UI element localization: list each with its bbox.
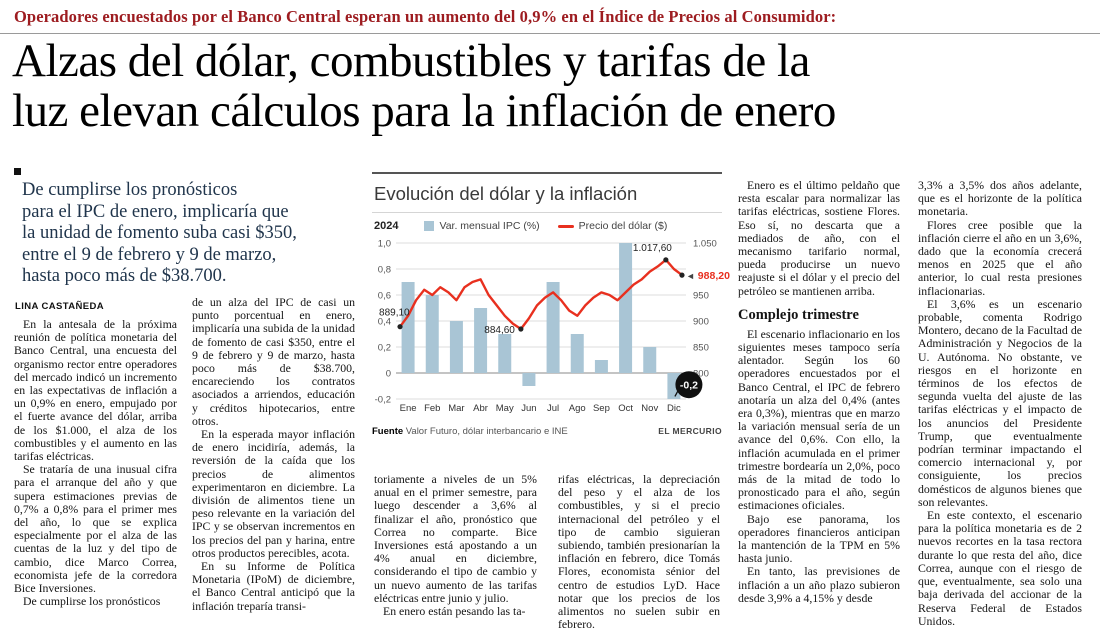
svg-text:◄ 988,20: ◄ 988,20	[686, 270, 730, 282]
chart-plot: 1,0 0,8 0,6 0,4 0,2 0 -0,2 1.050 950 900 850 800 Ene…	[375, 239, 730, 415]
line-swatch-icon	[557, 224, 574, 228]
lead-paragraph: De cumplirse los pronósticos para el IPC…	[22, 180, 297, 286]
paragraph: Enero es el último peldaño que resta esc…	[738, 179, 900, 298]
svg-text:1.017,60: 1.017,60	[633, 243, 672, 254]
svg-text:Nov: Nov	[641, 403, 658, 414]
kicker: Operadores encuestados por el Banco Cent…	[14, 7, 837, 26]
svg-text:0,8: 0,8	[378, 265, 391, 276]
paragraph: El escenario inflacionario en los siguie…	[738, 326, 900, 513]
byline: LINA CASTAÑEDA	[15, 301, 104, 312]
svg-text:May: May	[496, 403, 514, 414]
paragraph: De cumplirse los pronósticos	[23, 594, 161, 609]
svg-text:0,2: 0,2	[378, 343, 391, 354]
legend-item-ipc: Var. mensual IPC (%)	[424, 220, 540, 232]
svg-text:Feb: Feb	[424, 403, 440, 414]
svg-text:Oct: Oct	[618, 403, 633, 414]
paragraph: 3,3% a 3,5% dos años adelante, que es el…	[918, 179, 1082, 219]
svg-text:0: 0	[386, 369, 391, 380]
paragraph: En la antesala de la próxima reunión de …	[14, 318, 177, 464]
paragraph: En tanto, las previsiones de inflación a…	[738, 564, 900, 605]
paragraph: Bajo ese panorama, los operadores financ…	[738, 511, 900, 566]
svg-text:1.050: 1.050	[693, 239, 717, 250]
paragraph: En su Informe de Política Monetaria (IPo…	[192, 559, 355, 613]
svg-text:900: 900	[693, 317, 709, 328]
svg-text:800: 800	[693, 369, 709, 380]
chart-legend: 2024 Var. mensual IPC (%) Precio del dól…	[372, 213, 722, 235]
svg-text:Mar: Mar	[448, 403, 464, 414]
legend-label-ipc: Var. mensual IPC (%)	[439, 220, 540, 232]
newspaper-credit: EL MERCURIO	[658, 426, 722, 436]
paragraph: Flores cree posible que la inflación cie…	[918, 217, 1082, 298]
body-column-3: toriamente a niveles de un 5% anual en e…	[374, 473, 537, 628]
body-column-1: En la antesala de la próxima reunión de …	[14, 318, 177, 628]
body-column-4: rifas eléctricas, la depreciación del pe…	[558, 473, 720, 628]
headline: Alzas del dólar, combustibles y tarifas …	[12, 35, 836, 137]
paragraph: de un alza del IPC de casi un punto porc…	[192, 296, 355, 428]
svg-text:0,4: 0,4	[378, 317, 391, 328]
svg-text:-0,2: -0,2	[680, 380, 698, 392]
body-column-5: Enero es el último peldaño que resta esc…	[738, 179, 900, 628]
paragraph: Se trataría de una inusual cifra para el…	[14, 462, 177, 596]
svg-text:Jul: Jul	[547, 403, 559, 414]
svg-text:884,60: 884,60	[484, 325, 515, 336]
chart-title: Evolución del dólar y la inflación	[372, 174, 722, 213]
legend-label-dollar: Precio del dólar ($)	[578, 220, 668, 232]
paragraph: En este contexto, el escenario para la p…	[918, 508, 1082, 628]
svg-text:Ago: Ago	[569, 403, 586, 414]
svg-text:0,6: 0,6	[378, 291, 391, 302]
svg-text:-0,2: -0,2	[375, 395, 391, 406]
svg-text:Sep: Sep	[593, 403, 610, 414]
paragraph: En enero están pesando las ta-	[383, 604, 526, 619]
svg-text:Jun: Jun	[521, 403, 536, 414]
paragraph: toriamente a niveles de un 5% anual en e…	[374, 473, 537, 605]
chart-source: Fuente Valor Futuro, dólar interbancario…	[372, 426, 568, 437]
legend-item-dollar: Precio del dólar ($)	[557, 220, 668, 232]
source-label: Fuente	[372, 426, 404, 437]
svg-text:950: 950	[693, 291, 709, 302]
svg-text:850: 850	[693, 343, 709, 354]
body-column-2: de un alza del IPC de casi un punto porc…	[192, 296, 355, 628]
svg-text:Ene: Ene	[400, 403, 417, 414]
subhead: Complejo trimestre	[738, 306, 859, 323]
inflation-dollar-chart: Evolución del dólar y la inflación 2024 …	[372, 172, 730, 437]
divider	[0, 33, 1100, 34]
paragraph: En la esperada mayor inflación de enero …	[192, 427, 355, 560]
source-text: Valor Futuro, dólar interbancario e INE	[403, 426, 568, 437]
paragraph: El 3,6% es un escenario probable, coment…	[918, 296, 1082, 509]
svg-text:Dic: Dic	[667, 403, 681, 414]
paragraph: rifas eléctricas, la depreciación del pe…	[558, 473, 720, 628]
chart-year-label: 2024	[374, 220, 399, 232]
section-marker	[14, 168, 21, 175]
bar-swatch-icon	[424, 221, 435, 231]
chart-source-row: Fuente Valor Futuro, dólar interbancario…	[372, 426, 722, 437]
svg-text:1,0: 1,0	[378, 239, 391, 250]
svg-text:889,10: 889,10	[379, 308, 410, 319]
body-column-6: 3,3% a 3,5% dos años adelante, que es el…	[918, 179, 1082, 628]
svg-text:Abr: Abr	[473, 403, 488, 414]
